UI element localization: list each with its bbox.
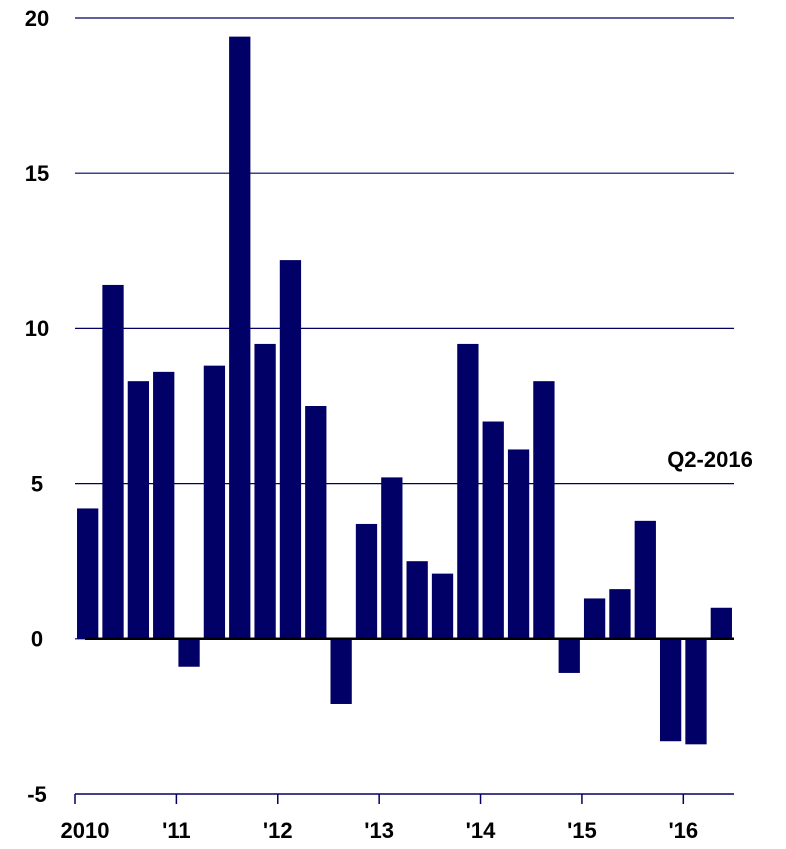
y-tick-label: 20 <box>25 6 49 31</box>
bar <box>127 381 150 639</box>
bar <box>254 343 276 639</box>
x-tick-label: '12 <box>263 818 293 843</box>
bar <box>685 638 707 745</box>
bar <box>203 365 226 639</box>
bar <box>279 260 302 639</box>
x-tick-label: '11 <box>162 818 191 843</box>
bar <box>355 523 378 639</box>
bar <box>178 638 200 667</box>
x-tick-label: '15 <box>567 818 597 843</box>
y-tick-label: -5 <box>27 782 47 807</box>
bar <box>229 36 251 639</box>
x-tick-label: '14 <box>466 818 496 843</box>
bar <box>482 421 504 639</box>
bar <box>305 406 327 639</box>
y-tick-label: 0 <box>31 627 43 652</box>
x-tick-label: '13 <box>364 818 394 843</box>
bar <box>102 284 124 639</box>
bar <box>381 477 403 639</box>
bar <box>634 520 656 639</box>
bar <box>77 508 99 639</box>
bar <box>153 371 175 639</box>
bar <box>457 343 479 639</box>
bar <box>558 638 580 673</box>
bar <box>710 607 732 639</box>
bar <box>330 638 352 704</box>
y-tick-label: 5 <box>31 471 43 496</box>
y-tick-label: 15 <box>25 161 49 186</box>
x-tick-label: 2010 <box>61 818 110 843</box>
bar <box>533 381 555 639</box>
annotation: Q2-2016 <box>667 447 753 472</box>
bar <box>507 449 530 639</box>
y-tick-label: 10 <box>25 316 49 341</box>
bar <box>659 638 682 742</box>
bar <box>431 573 454 639</box>
x-tick-label: '16 <box>668 818 698 843</box>
bar <box>609 589 631 639</box>
bar <box>406 561 428 639</box>
bar <box>583 598 606 639</box>
